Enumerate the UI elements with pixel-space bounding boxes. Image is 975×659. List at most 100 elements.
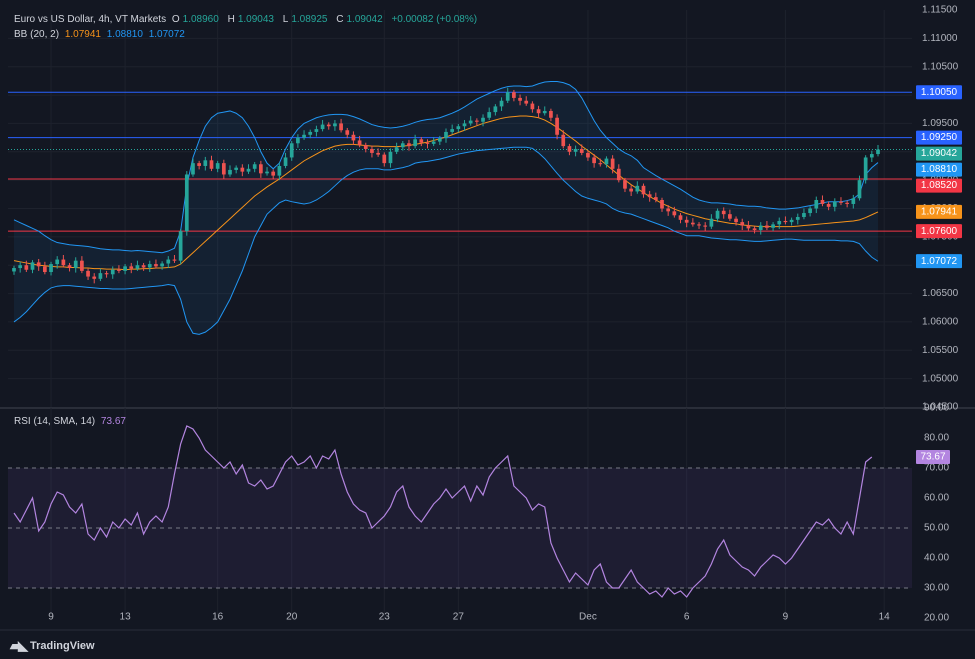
- candle-body: [709, 218, 714, 227]
- candle-body: [518, 97, 522, 101]
- bb-lower-value: 1.07072: [148, 29, 185, 40]
- candle-body: [86, 270, 90, 277]
- candle-body: [178, 231, 183, 261]
- candle-body: [370, 148, 374, 153]
- candle-body: [678, 215, 683, 220]
- open-value: 1.08960: [182, 14, 219, 25]
- candle-body: [721, 210, 726, 215]
- candle-body: [283, 157, 288, 166]
- candle-body: [561, 134, 566, 147]
- candle-body: [203, 160, 208, 166]
- candle-body: [450, 129, 455, 132]
- candle-body: [641, 185, 646, 195]
- candle-body: [536, 109, 541, 114]
- candle-body: [400, 143, 405, 148]
- candle-body: [36, 262, 41, 267]
- price-label-text: 1.09250: [921, 132, 958, 143]
- candle-body: [147, 264, 152, 268]
- candle-body: [388, 151, 393, 164]
- candle-body: [715, 210, 720, 219]
- close-value: 1.09042: [346, 14, 383, 25]
- candle-body: [524, 100, 529, 104]
- price-tick-label: 1.06500: [922, 288, 959, 299]
- candle-body: [623, 180, 627, 189]
- candle-body: [746, 225, 751, 229]
- rsi-legend-value: 73.67: [100, 416, 126, 427]
- candle-body: [456, 126, 461, 130]
- candle-body: [653, 197, 658, 200]
- candle-body: [839, 201, 843, 203]
- price-label-text: 1.07072: [921, 256, 958, 267]
- candle-body: [123, 266, 127, 271]
- candle-body: [462, 123, 467, 127]
- symbol-title[interactable]: Euro vs US Dollar, 4h, VT Markets: [14, 14, 167, 25]
- candle-body: [246, 168, 251, 172]
- price-label-text: 1.10050: [921, 87, 958, 98]
- rsi-tick-label: 60.00: [924, 493, 949, 504]
- bb-lower-line: [13, 146, 879, 335]
- rsi-line: [13, 425, 873, 598]
- rsi-tick-label: 50.00: [924, 523, 949, 534]
- candle-body: [135, 265, 140, 269]
- candle-body: [530, 103, 535, 110]
- candle-body: [610, 158, 615, 169]
- candle-body: [117, 269, 121, 271]
- candle-body: [758, 225, 763, 231]
- candle-body: [357, 140, 362, 145]
- candle-body: [394, 147, 399, 152]
- price-label-box: [916, 85, 962, 100]
- candle-body: [475, 120, 479, 122]
- candle-body: [752, 228, 757, 231]
- time-tick-label: 23: [379, 612, 391, 623]
- candle-body: [592, 157, 596, 164]
- candle-body: [419, 139, 424, 143]
- tradingview-logo[interactable]: ▰◣ TradingView: [10, 638, 95, 654]
- candle-body: [265, 171, 269, 174]
- candle-body: [252, 164, 257, 169]
- candle-body: [351, 134, 356, 141]
- price-label-box: [916, 204, 962, 219]
- candle-body: [629, 188, 633, 192]
- bb-indicator-name[interactable]: BB (20, 2): [14, 29, 60, 40]
- candle-body: [598, 163, 603, 165]
- rsi-tick-label: 90.00: [924, 403, 949, 414]
- candle-body: [573, 148, 578, 152]
- price-tick-label: 1.09500: [922, 118, 959, 129]
- rsi-indicator-name[interactable]: RSI (14, SMA, 14): [14, 416, 96, 427]
- candle-body: [296, 137, 300, 144]
- candle-body: [789, 219, 794, 223]
- candle-body: [660, 199, 664, 209]
- candle-body: [826, 203, 831, 207]
- candle-body: [777, 220, 782, 225]
- candle-body: [326, 124, 331, 127]
- candle-body: [734, 218, 738, 223]
- low-value: 1.08925: [291, 14, 328, 25]
- candle-body: [43, 266, 47, 273]
- candle-body: [55, 259, 60, 265]
- bb-legend: BB (20, 2) 1.07941 1.08810 1.07072: [14, 29, 188, 40]
- candle-body: [221, 163, 226, 175]
- candle-body: [129, 266, 134, 269]
- time-tick-label: 6: [684, 612, 690, 623]
- candle-body: [499, 100, 504, 107]
- candle-body: [407, 143, 411, 147]
- candle-body: [259, 164, 263, 174]
- bb-upper-value: 1.08810: [106, 29, 143, 40]
- candle-body: [697, 224, 701, 226]
- candle-body: [333, 123, 337, 127]
- candle-body: [302, 134, 306, 138]
- candle-body: [481, 117, 485, 122]
- rsi-value-label: 73.67: [920, 452, 945, 463]
- candle-body: [80, 260, 84, 271]
- candle-body: [345, 130, 350, 135]
- candle-body: [512, 92, 516, 98]
- candle-body: [869, 154, 874, 158]
- rsi-tick-label: 30.00: [924, 583, 949, 594]
- candle-body: [579, 148, 584, 153]
- candle-body: [289, 143, 294, 158]
- candle-body: [320, 124, 325, 130]
- candle-body: [808, 208, 812, 214]
- candle-body: [197, 163, 201, 166]
- price-tick-label: 1.05000: [922, 373, 959, 384]
